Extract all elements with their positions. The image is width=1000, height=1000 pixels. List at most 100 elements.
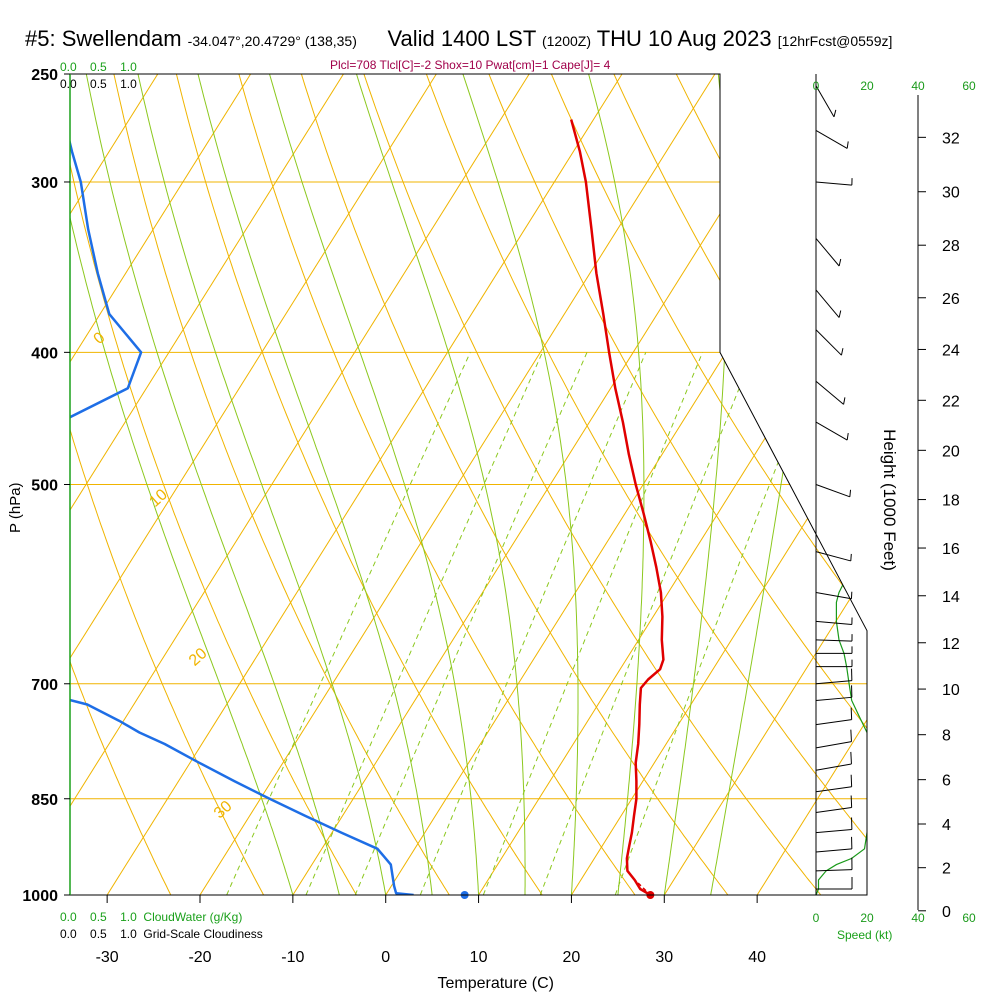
isotherm--80: [70, 74, 159, 895]
wind-barb-24: [815, 130, 849, 149]
wind-barb-staff: [815, 869, 852, 872]
mixing-ratio-label-1: 1: [219, 898, 235, 913]
mixing-ratio-label-12: 12: [530, 895, 551, 915]
p-tick-label-850: 850: [31, 792, 58, 809]
dry-adiabat-260: [70, 74, 265, 895]
wind-barb-20: [815, 329, 844, 356]
dry-adiabat-390: [800, 74, 867, 895]
stability-indices: Plcl=708 Tlcl[C]=-2 Shox=10 Pwat[cm]=1 C…: [330, 58, 611, 72]
wind-speed-profile: [815, 101, 867, 895]
wind-barb-staff: [815, 329, 842, 356]
wind-barb-feather: [849, 489, 852, 497]
wind-barb-staff: [815, 551, 851, 562]
moist-adiabat-5: [197, 74, 433, 895]
mixing-ratio-line-8: [482, 352, 704, 895]
mixing-ratio-line-2: [305, 352, 543, 895]
cloudiness-label: Grid-Scale Cloudiness: [143, 927, 263, 941]
moist-adiabat-20: [462, 74, 579, 895]
station-name: #5: Swellendam: [25, 26, 182, 51]
height-tick-label-18: 18: [942, 493, 960, 510]
wind-barb-feather: [838, 310, 842, 318]
wind-barb-2: [815, 836, 853, 853]
p-tick-label-1000: 1000: [22, 888, 58, 905]
wind-barb-12: [816, 646, 853, 654]
wind-barb-19: [815, 380, 846, 405]
wind-barb-staff: [815, 380, 844, 405]
x-tick-label-30: 30: [655, 949, 673, 966]
speed-axis-label: Speed (kt): [837, 928, 893, 942]
dry-adiabat-410: [926, 74, 1000, 895]
dry-adiabat-340: [488, 74, 867, 895]
wind-barb-feather: [846, 141, 849, 149]
wind-barb-21: [815, 289, 842, 318]
temperature-profile: [569, 119, 665, 895]
dry-adiabat-280: [113, 74, 450, 895]
x-tick-label-0: 0: [381, 949, 390, 966]
wind-barb-feather: [838, 258, 842, 267]
wind-barb-staff: [815, 289, 840, 318]
wind-barb-18: [815, 421, 849, 441]
height-tick-label-22: 22: [942, 393, 960, 410]
dry-adiabat-420: [989, 74, 1000, 895]
moist-adiabat-25: [588, 74, 645, 895]
wind-barb-23: [815, 178, 853, 186]
wind-barb-staff: [815, 680, 852, 685]
mixing-ratio-label-20: 20: [605, 895, 626, 915]
height-tick-label-16: 16: [942, 541, 960, 558]
wind-barb-feather: [833, 109, 837, 118]
x-tick-label-40: 40: [748, 949, 766, 966]
dry-adiabat-320: [363, 74, 822, 895]
wind-barb-9: [815, 685, 853, 701]
plot-frame: [70, 73, 868, 896]
x-axis-label: Temperature (C): [437, 975, 553, 992]
wind-barb-13: [815, 634, 853, 642]
height-tick-label-30: 30: [942, 185, 960, 202]
wind-barb-staff: [815, 85, 835, 118]
wind-barb-staff: [815, 238, 840, 267]
x-tick-label-10: 10: [470, 949, 488, 966]
isotherm--60: [70, 74, 344, 895]
speed-tick-bottom-40: 40: [911, 911, 925, 925]
isotherm-10: [478, 74, 867, 895]
moist-adiabat-10: [269, 74, 480, 895]
height-tick-label-8: 8: [942, 728, 951, 745]
speed-tick-top-20: 20: [860, 79, 874, 93]
wind-barb-staff: [815, 786, 852, 793]
height-axis-label: Height (1000 Feet): [880, 429, 899, 571]
wind-barb-22: [815, 238, 842, 267]
valid-time: Valid 1400 LST: [387, 26, 536, 51]
wind-barb-feather: [850, 774, 853, 787]
height-tick-label-28: 28: [942, 238, 960, 255]
wind-barb-14: [815, 617, 853, 626]
cloudwater-scale-top: 0.0 0.5 1.0: [60, 60, 137, 74]
cloudiness-scale-top: 0.0 0.5 1.0: [60, 77, 137, 91]
wind-barb-staff: [815, 719, 852, 726]
wind-barb-feather: [843, 397, 846, 405]
wind-barb-staff: [815, 828, 852, 834]
p-tick-label-400: 400: [31, 345, 58, 362]
x-tick-label--20: -20: [188, 949, 211, 966]
height-tick-label-26: 26: [942, 291, 960, 308]
mixing-ratio-line-3: [354, 352, 588, 895]
height-tick-label-32: 32: [942, 130, 960, 147]
dry-adiabat-330: [425, 74, 867, 895]
dry-adiabat-310: [300, 74, 729, 895]
moist-adiabat-0: [137, 74, 387, 895]
mixing-ratio-label-8: 8: [475, 898, 491, 913]
valid-time-utc: (1200Z): [541, 33, 592, 49]
wind-barb-7: [815, 729, 852, 749]
wind-barb-feather: [840, 348, 844, 356]
height-tick-label-20: 20: [942, 443, 960, 460]
isotherm-30: [663, 74, 867, 895]
wind-barb-staff: [815, 763, 852, 771]
wind-barb-17: [815, 484, 852, 498]
height-tick-label-14: 14: [942, 589, 960, 606]
wind-barb-feather: [850, 795, 853, 808]
wind-barb-feather: [846, 433, 849, 441]
wind-barb-feather: [850, 729, 852, 742]
wind-barb-feather: [850, 707, 853, 720]
isotherm-label-4: 30: [211, 798, 236, 823]
isotherm-40: [756, 74, 867, 895]
wind-barb-5: [815, 774, 853, 793]
wind-barb-staff: [815, 421, 848, 441]
